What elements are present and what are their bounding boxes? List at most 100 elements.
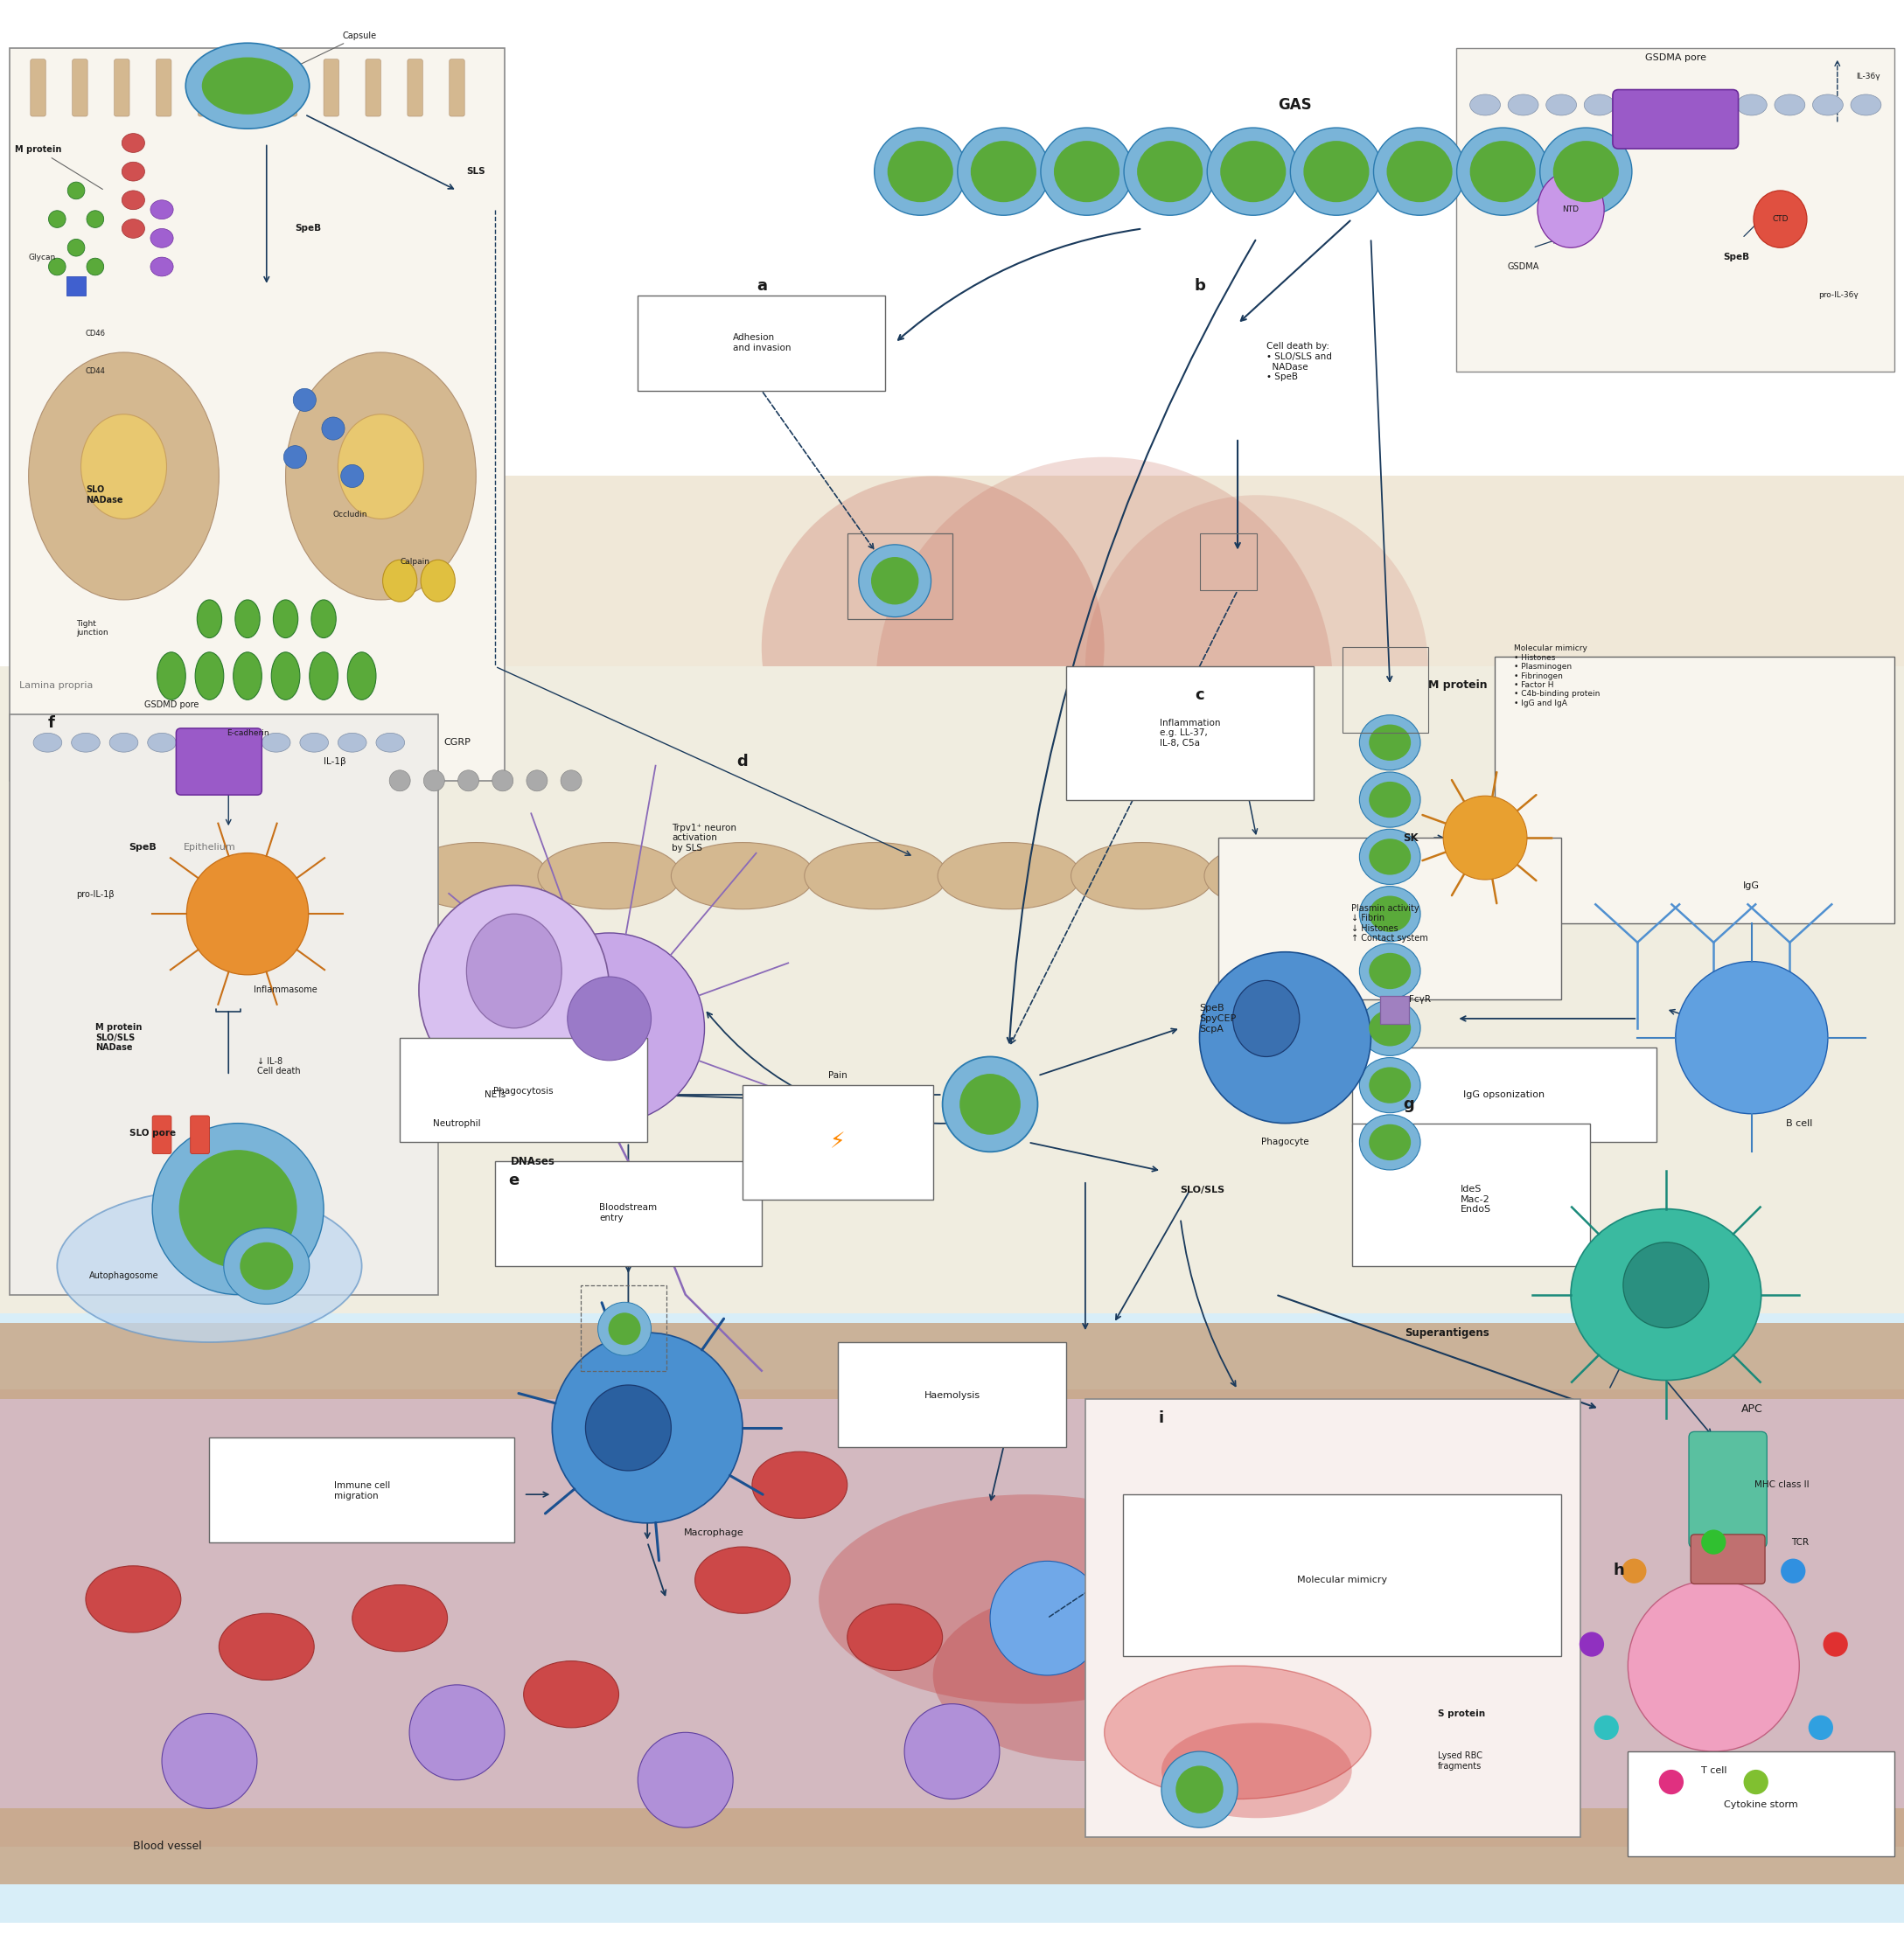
- Circle shape: [50, 210, 65, 227]
- Ellipse shape: [234, 600, 259, 637]
- Ellipse shape: [150, 229, 173, 249]
- Ellipse shape: [187, 43, 310, 128]
- Circle shape: [1622, 1559, 1647, 1583]
- Text: NETs: NETs: [484, 1089, 506, 1099]
- FancyBboxPatch shape: [114, 58, 129, 117]
- Ellipse shape: [219, 1614, 314, 1680]
- Text: IdeS
Mac-2
EndoS: IdeS Mac-2 EndoS: [1460, 1185, 1491, 1214]
- FancyBboxPatch shape: [1066, 666, 1314, 800]
- FancyBboxPatch shape: [209, 1437, 514, 1542]
- Circle shape: [990, 1561, 1104, 1676]
- Ellipse shape: [1470, 142, 1537, 202]
- Ellipse shape: [1470, 843, 1613, 909]
- Ellipse shape: [1386, 142, 1453, 202]
- Ellipse shape: [1369, 724, 1411, 761]
- Circle shape: [423, 771, 446, 790]
- Ellipse shape: [86, 1565, 181, 1633]
- Text: M protein: M protein: [15, 146, 103, 188]
- Circle shape: [390, 771, 411, 790]
- Ellipse shape: [1359, 1115, 1420, 1169]
- FancyBboxPatch shape: [1219, 837, 1561, 1000]
- Ellipse shape: [1470, 95, 1500, 115]
- Ellipse shape: [1508, 95, 1538, 115]
- Ellipse shape: [1603, 843, 1748, 909]
- FancyBboxPatch shape: [407, 58, 423, 117]
- Ellipse shape: [942, 1056, 1038, 1152]
- Text: SK: SK: [1403, 831, 1418, 843]
- Circle shape: [904, 1703, 1000, 1798]
- Circle shape: [322, 418, 345, 441]
- Text: SpeB
SpyCEP
ScpA: SpeB SpyCEP ScpA: [1200, 1004, 1236, 1033]
- FancyBboxPatch shape: [10, 49, 505, 781]
- Ellipse shape: [1369, 1124, 1411, 1161]
- Text: SLO pore: SLO pore: [129, 1128, 175, 1138]
- Ellipse shape: [1369, 839, 1411, 876]
- Ellipse shape: [1161, 1723, 1352, 1818]
- FancyBboxPatch shape: [1691, 1534, 1765, 1585]
- Circle shape: [86, 258, 103, 276]
- Text: Cell death by:
• SLO/SLS and
  NADase
• SpeB: Cell death by: • SLO/SLS and NADase • Sp…: [1266, 342, 1331, 381]
- Text: Cytokine storm: Cytokine storm: [1725, 1800, 1797, 1810]
- Ellipse shape: [1754, 190, 1807, 249]
- Ellipse shape: [1337, 843, 1481, 909]
- Text: SpeB: SpeB: [129, 843, 156, 853]
- Text: Trpv1⁺ neuron
activation
by SLS: Trpv1⁺ neuron activation by SLS: [672, 823, 737, 853]
- Ellipse shape: [1359, 1000, 1420, 1056]
- Ellipse shape: [404, 843, 548, 909]
- Text: MHC class II: MHC class II: [1754, 1480, 1809, 1490]
- Text: pro-IL-1β: pro-IL-1β: [76, 891, 114, 899]
- Ellipse shape: [960, 1074, 1021, 1134]
- Ellipse shape: [263, 732, 289, 752]
- Ellipse shape: [179, 1150, 297, 1268]
- Text: IL-36γ: IL-36γ: [1856, 72, 1881, 80]
- Text: Epithelium: Epithelium: [183, 843, 236, 853]
- Ellipse shape: [695, 1548, 790, 1614]
- Text: Inflammasome: Inflammasome: [253, 987, 318, 994]
- Ellipse shape: [347, 653, 375, 699]
- Ellipse shape: [937, 843, 1081, 909]
- Ellipse shape: [887, 142, 954, 202]
- Ellipse shape: [339, 414, 423, 519]
- Ellipse shape: [72, 732, 101, 752]
- Text: Molecular mimicry
• Histones
• Plasminogen
• Fibrinogen
• Factor H
• C4b-binding: Molecular mimicry • Histones • Plasminog…: [1514, 645, 1599, 707]
- FancyBboxPatch shape: [1380, 996, 1409, 1023]
- Text: Phagocytosis: Phagocytosis: [493, 1088, 554, 1095]
- Ellipse shape: [156, 653, 187, 699]
- Text: B cell: B cell: [1786, 1119, 1813, 1128]
- Text: GSDMA: GSDMA: [1508, 262, 1538, 272]
- Circle shape: [1780, 1559, 1805, 1583]
- Text: Autophagosome: Autophagosome: [89, 1272, 158, 1280]
- Ellipse shape: [383, 559, 417, 602]
- Ellipse shape: [223, 1227, 308, 1305]
- Text: Calpain: Calpain: [400, 557, 430, 565]
- Ellipse shape: [286, 352, 476, 600]
- Ellipse shape: [870, 557, 918, 604]
- Ellipse shape: [1622, 1243, 1710, 1328]
- Text: g: g: [1403, 1097, 1415, 1113]
- Ellipse shape: [537, 843, 682, 909]
- Circle shape: [187, 853, 308, 975]
- Ellipse shape: [1698, 95, 1729, 115]
- Ellipse shape: [1554, 142, 1618, 202]
- FancyBboxPatch shape: [282, 58, 297, 117]
- Text: IgG opsonization: IgG opsonization: [1464, 1089, 1544, 1099]
- Ellipse shape: [1175, 1765, 1224, 1814]
- Ellipse shape: [1055, 142, 1120, 202]
- Text: pro-IL-36γ: pro-IL-36γ: [1818, 291, 1858, 299]
- FancyBboxPatch shape: [67, 276, 86, 295]
- FancyBboxPatch shape: [10, 715, 438, 1295]
- Circle shape: [1594, 1715, 1618, 1740]
- FancyBboxPatch shape: [190, 1115, 209, 1154]
- Circle shape: [1676, 961, 1828, 1115]
- FancyBboxPatch shape: [1495, 656, 1894, 922]
- Ellipse shape: [1207, 128, 1299, 216]
- Ellipse shape: [1200, 952, 1371, 1122]
- Text: e: e: [508, 1173, 520, 1189]
- FancyBboxPatch shape: [0, 1808, 1904, 1884]
- Text: b: b: [1194, 278, 1205, 293]
- FancyBboxPatch shape: [0, 1313, 1904, 1923]
- Ellipse shape: [1622, 95, 1653, 115]
- Ellipse shape: [1584, 95, 1615, 115]
- FancyBboxPatch shape: [0, 1390, 1904, 1847]
- Text: d: d: [737, 753, 748, 769]
